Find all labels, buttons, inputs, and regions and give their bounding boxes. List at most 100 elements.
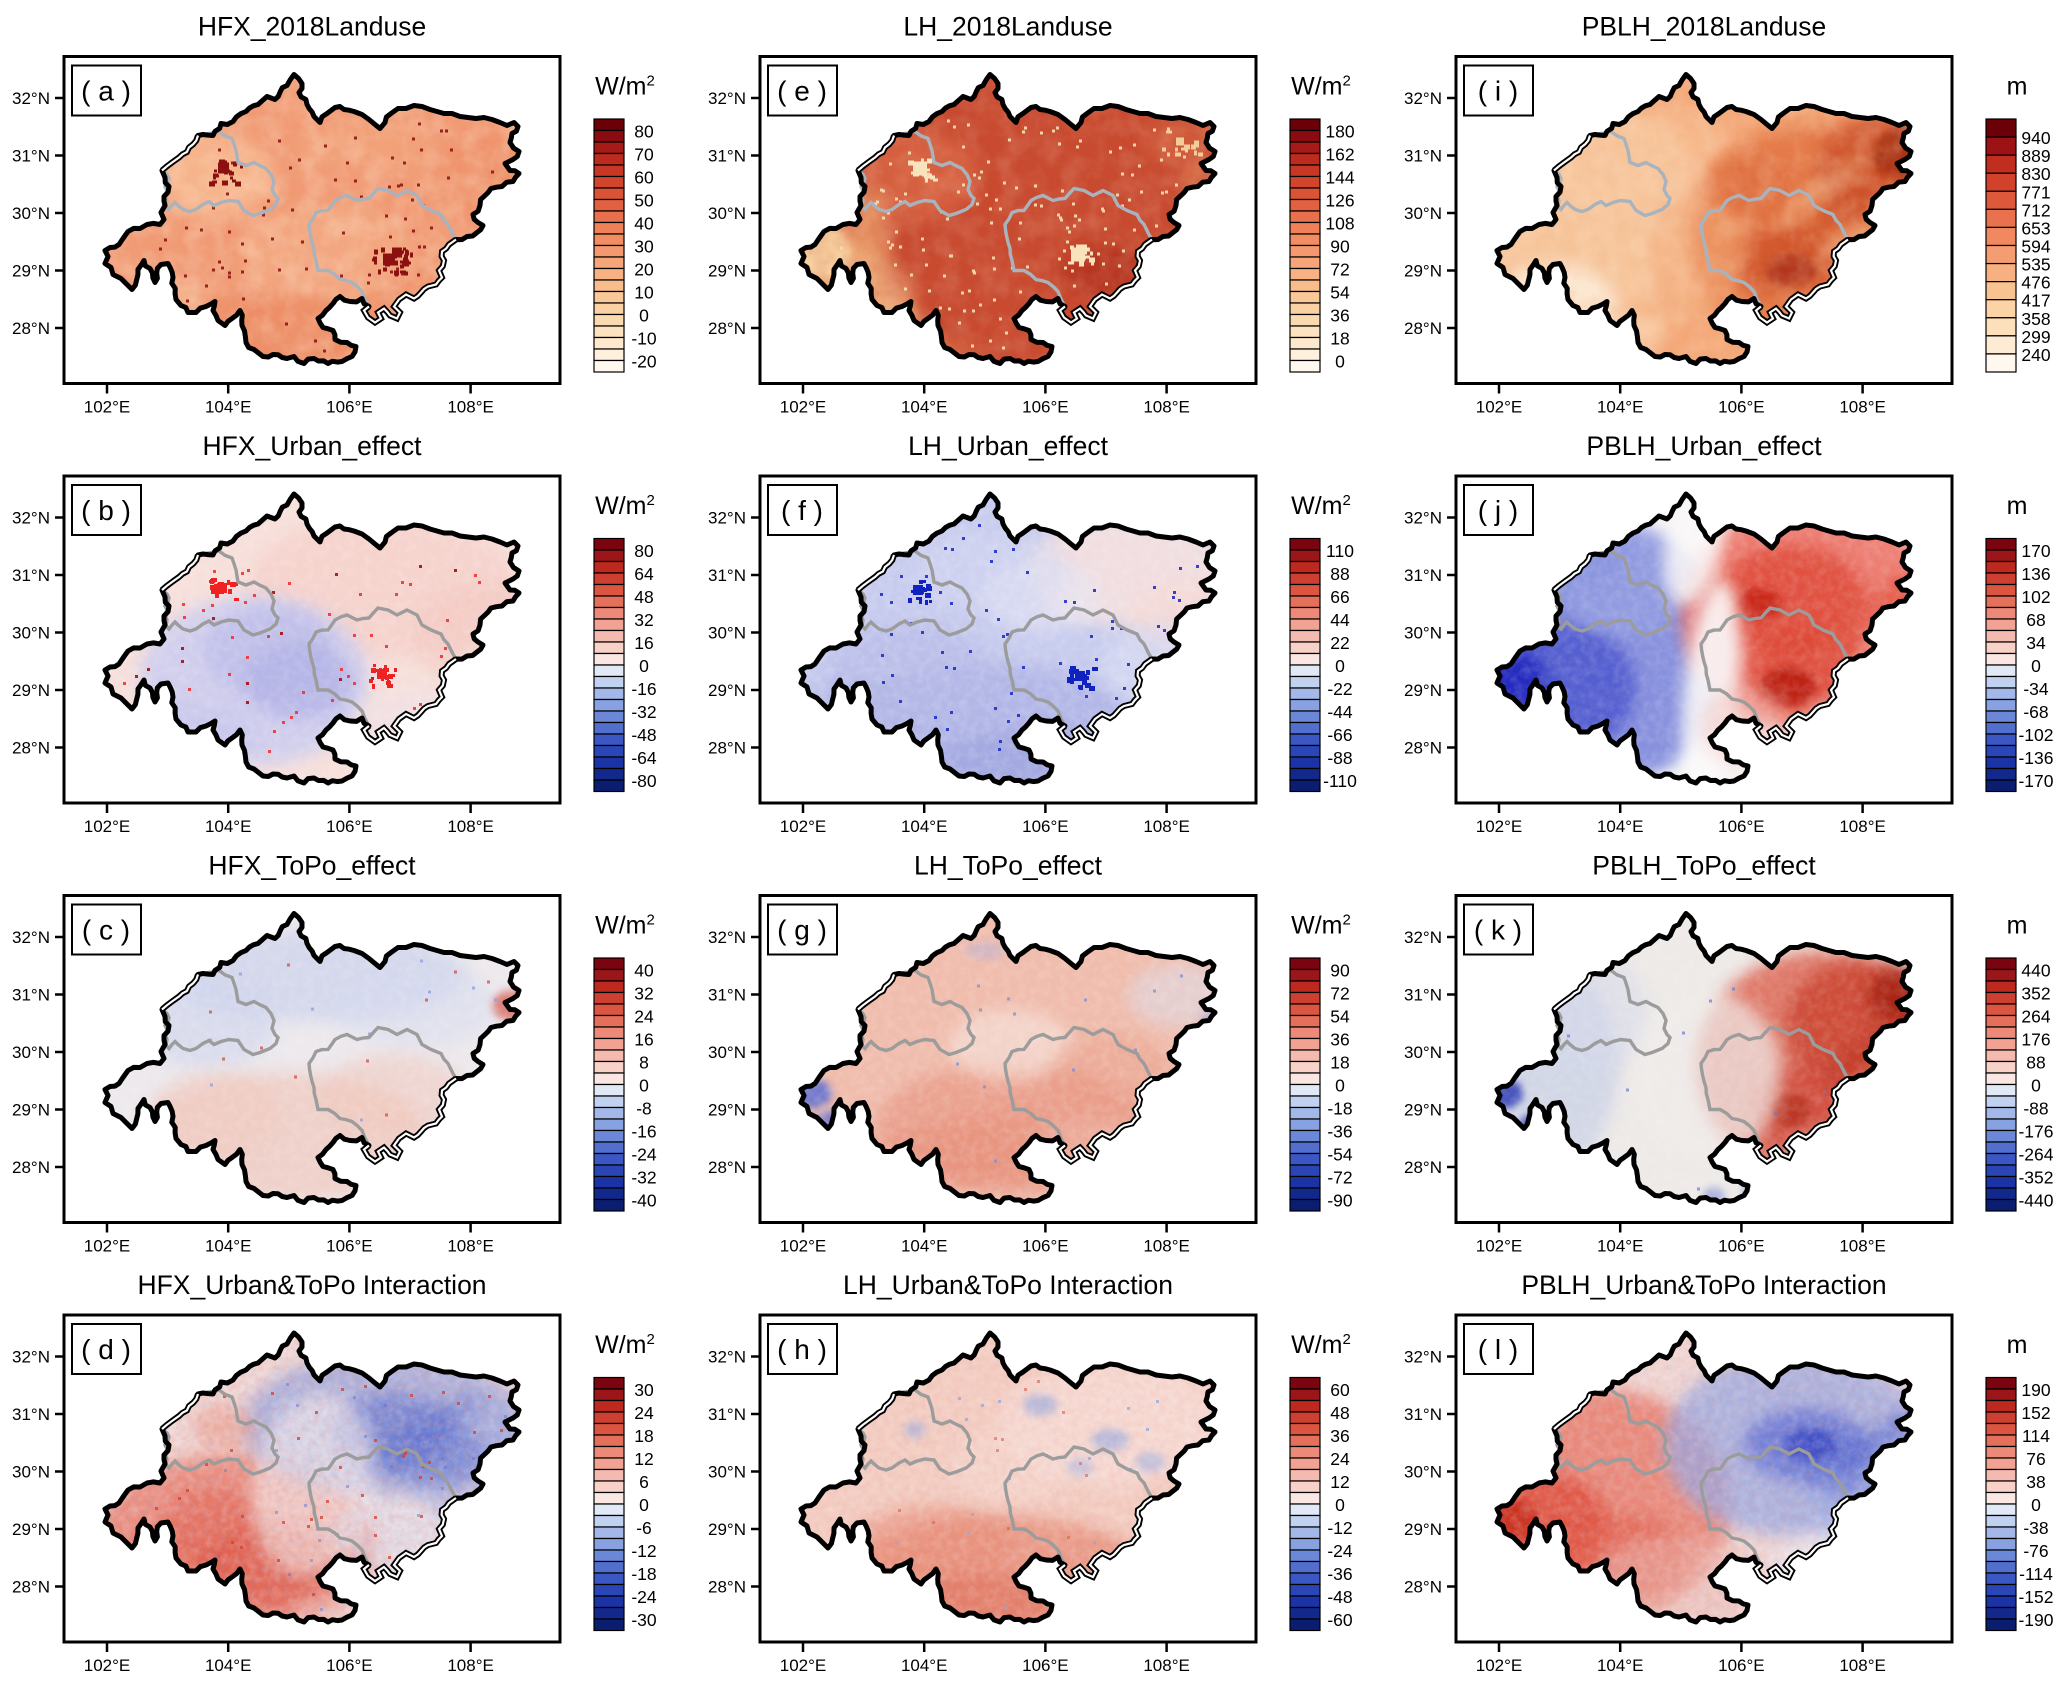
svg-text:18: 18 [634, 1426, 653, 1446]
svg-text:-6: -6 [636, 1518, 652, 1538]
svg-text:-72: -72 [1327, 1168, 1352, 1188]
svg-text:-88: -88 [1327, 748, 1352, 768]
svg-text:-24: -24 [631, 1587, 657, 1607]
svg-text:-102: -102 [2018, 725, 2053, 745]
svg-text:30°N: 30°N [708, 1043, 746, 1062]
svg-text:108°E: 108°E [1839, 1656, 1886, 1675]
svg-text:70: 70 [634, 145, 654, 165]
svg-text:30: 30 [634, 1380, 654, 1400]
svg-text:48: 48 [1330, 1403, 1349, 1423]
svg-text:( a ): ( a ) [81, 76, 131, 107]
svg-text:104°E: 104°E [1597, 398, 1644, 417]
svg-text:162: 162 [1325, 145, 1354, 165]
svg-text:72: 72 [1330, 984, 1349, 1004]
svg-text:32°N: 32°N [12, 1348, 50, 1367]
svg-text:104°E: 104°E [901, 1237, 948, 1256]
svg-text:30°N: 30°N [708, 204, 746, 223]
svg-text:653: 653 [2021, 218, 2050, 238]
svg-text:-48: -48 [631, 725, 656, 745]
svg-text:108°E: 108°E [447, 398, 494, 417]
svg-text:-16: -16 [631, 679, 656, 699]
svg-text:31°N: 31°N [12, 566, 50, 585]
svg-text:102°E: 102°E [84, 398, 131, 417]
svg-text:104°E: 104°E [205, 1237, 252, 1256]
svg-text:29°N: 29°N [12, 1101, 50, 1120]
svg-text:-136: -136 [2018, 748, 2053, 768]
svg-text:m: m [2007, 73, 2028, 101]
svg-text:31°N: 31°N [1404, 147, 1442, 166]
svg-text:108°E: 108°E [447, 1656, 494, 1675]
svg-text:38: 38 [2026, 1472, 2045, 1492]
svg-text:-48: -48 [1327, 1587, 1352, 1607]
svg-text:104°E: 104°E [1597, 817, 1644, 836]
svg-text:-12: -12 [631, 1541, 656, 1561]
svg-text:PBLH_ToPo_effect: PBLH_ToPo_effect [1592, 851, 1816, 881]
svg-text:24: 24 [634, 1403, 654, 1423]
svg-text:32°N: 32°N [708, 1348, 746, 1367]
svg-text:29°N: 29°N [1404, 1520, 1442, 1539]
svg-text:-16: -16 [631, 1122, 656, 1142]
svg-text:HFX_ToPo_effect: HFX_ToPo_effect [208, 851, 416, 881]
svg-text:-12: -12 [1327, 1518, 1352, 1538]
svg-text:106°E: 106°E [1718, 398, 1765, 417]
svg-text:0: 0 [1335, 352, 1345, 372]
svg-text:-44: -44 [1327, 702, 1353, 722]
svg-text:28°N: 28°N [12, 319, 50, 338]
svg-text:12: 12 [634, 1449, 653, 1469]
svg-text:108°E: 108°E [447, 1237, 494, 1256]
svg-text:-68: -68 [2023, 702, 2048, 722]
svg-text:28°N: 28°N [708, 1578, 746, 1597]
svg-text:0: 0 [2031, 656, 2041, 676]
svg-text:-352: -352 [2018, 1168, 2053, 1188]
svg-text:( i ): ( i ) [1478, 76, 1518, 107]
svg-text:106°E: 106°E [1718, 817, 1765, 836]
svg-text:24: 24 [634, 1007, 654, 1027]
svg-text:29°N: 29°N [708, 262, 746, 281]
svg-text:176: 176 [2021, 1030, 2050, 1050]
svg-text:W/m2: W/m2 [595, 912, 655, 940]
svg-text:-60: -60 [1327, 1610, 1353, 1630]
svg-text:771: 771 [2021, 182, 2050, 202]
svg-text:HFX_2018Landuse: HFX_2018Landuse [198, 12, 426, 42]
svg-text:29°N: 29°N [708, 1520, 746, 1539]
svg-text:102°E: 102°E [1476, 1237, 1523, 1256]
svg-text:102°E: 102°E [1476, 398, 1523, 417]
svg-text:29°N: 29°N [1404, 1101, 1442, 1120]
svg-text:-22: -22 [1327, 679, 1352, 699]
svg-text:60: 60 [634, 168, 654, 188]
svg-text:m: m [2007, 1331, 2028, 1359]
svg-text:32°N: 32°N [12, 928, 50, 947]
svg-text:36: 36 [1330, 1426, 1349, 1446]
svg-text:-32: -32 [631, 702, 656, 722]
svg-text:28°N: 28°N [1404, 319, 1442, 338]
svg-text:0: 0 [1335, 1495, 1345, 1515]
svg-text:-440: -440 [2018, 1191, 2053, 1211]
svg-text:-80: -80 [631, 771, 657, 791]
svg-text:108°E: 108°E [1143, 817, 1190, 836]
svg-text:106°E: 106°E [1022, 817, 1069, 836]
svg-text:30°N: 30°N [708, 624, 746, 643]
svg-text:m: m [2007, 912, 2028, 940]
svg-text:80: 80 [634, 122, 654, 142]
svg-text:264: 264 [2021, 1007, 2050, 1027]
svg-text:PBLH_Urban&ToPo Interaction: PBLH_Urban&ToPo Interaction [1521, 1270, 1886, 1300]
svg-text:80: 80 [634, 541, 654, 561]
svg-text:-264: -264 [2018, 1145, 2053, 1165]
svg-text:106°E: 106°E [1718, 1656, 1765, 1675]
svg-text:28°N: 28°N [708, 739, 746, 758]
svg-text:104°E: 104°E [1597, 1237, 1644, 1256]
svg-text:-10: -10 [631, 329, 657, 349]
svg-text:29°N: 29°N [12, 1520, 50, 1539]
svg-text:0: 0 [2031, 1495, 2041, 1515]
svg-text:104°E: 104°E [901, 817, 948, 836]
svg-text:( b ): ( b ) [81, 495, 131, 526]
svg-text:-110: -110 [1323, 771, 1357, 791]
svg-text:29°N: 29°N [708, 1101, 746, 1120]
svg-text:-30: -30 [631, 1610, 657, 1630]
svg-text:( f ): ( f ) [781, 495, 823, 526]
svg-text:32°N: 32°N [708, 509, 746, 528]
svg-text:PBLH_2018Landuse: PBLH_2018Landuse [1582, 12, 1827, 42]
svg-text:10: 10 [634, 283, 654, 303]
svg-text:32°N: 32°N [1404, 89, 1442, 108]
svg-text:535: 535 [2021, 255, 2050, 275]
